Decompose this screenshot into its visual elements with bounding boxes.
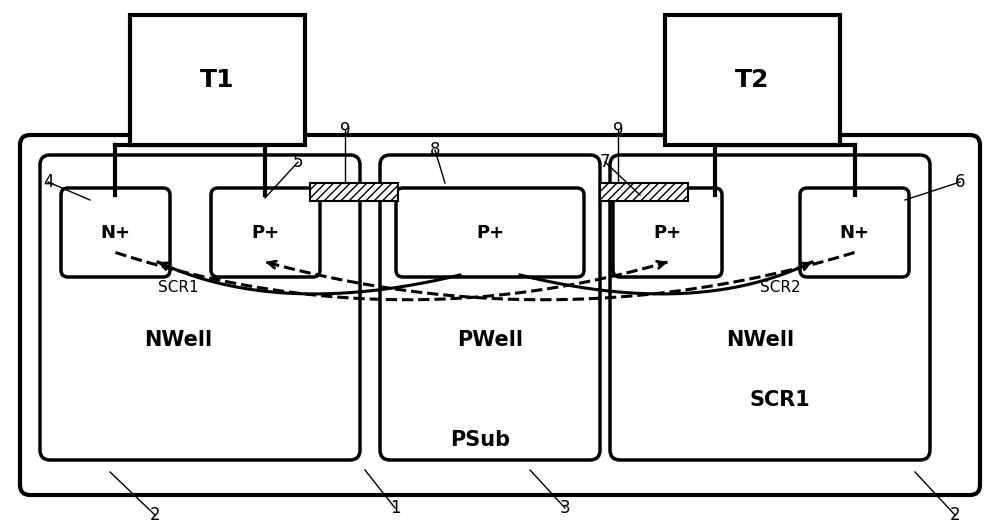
- Text: 7: 7: [600, 153, 610, 171]
- Text: P+: P+: [653, 223, 682, 242]
- Bar: [665, 15, 840, 145]
- Bar: [310, 183, 398, 201]
- FancyBboxPatch shape: [610, 155, 930, 460]
- Text: 8: 8: [430, 141, 440, 159]
- Text: NWell: NWell: [144, 330, 212, 350]
- Text: PWell: PWell: [457, 330, 523, 350]
- FancyBboxPatch shape: [61, 188, 170, 277]
- FancyBboxPatch shape: [396, 188, 584, 277]
- Text: 1: 1: [390, 499, 400, 517]
- Text: 2: 2: [150, 506, 160, 524]
- Text: 4: 4: [43, 173, 53, 191]
- Text: N+: N+: [840, 223, 870, 242]
- Text: 2: 2: [950, 506, 960, 524]
- Text: SCR1: SCR1: [158, 280, 198, 296]
- Text: P+: P+: [251, 223, 280, 242]
- Text: P+: P+: [476, 223, 504, 242]
- Text: T2: T2: [735, 68, 770, 92]
- Bar: [600, 183, 688, 201]
- FancyBboxPatch shape: [20, 135, 980, 495]
- Text: SCR2: SCR2: [760, 280, 800, 296]
- Text: NWell: NWell: [726, 330, 794, 350]
- FancyBboxPatch shape: [800, 188, 909, 277]
- Text: 3: 3: [560, 499, 570, 517]
- FancyBboxPatch shape: [613, 188, 722, 277]
- Text: PSub: PSub: [450, 430, 510, 450]
- Text: T1: T1: [200, 68, 235, 92]
- Text: 9: 9: [613, 121, 623, 139]
- FancyBboxPatch shape: [211, 188, 320, 277]
- FancyBboxPatch shape: [40, 155, 360, 460]
- Text: SCR1: SCR1: [750, 390, 810, 410]
- Text: 6: 6: [955, 173, 965, 191]
- Text: N+: N+: [100, 223, 130, 242]
- FancyBboxPatch shape: [380, 155, 600, 460]
- Bar: [130, 15, 305, 145]
- Text: 5: 5: [293, 153, 303, 171]
- Text: 9: 9: [340, 121, 350, 139]
